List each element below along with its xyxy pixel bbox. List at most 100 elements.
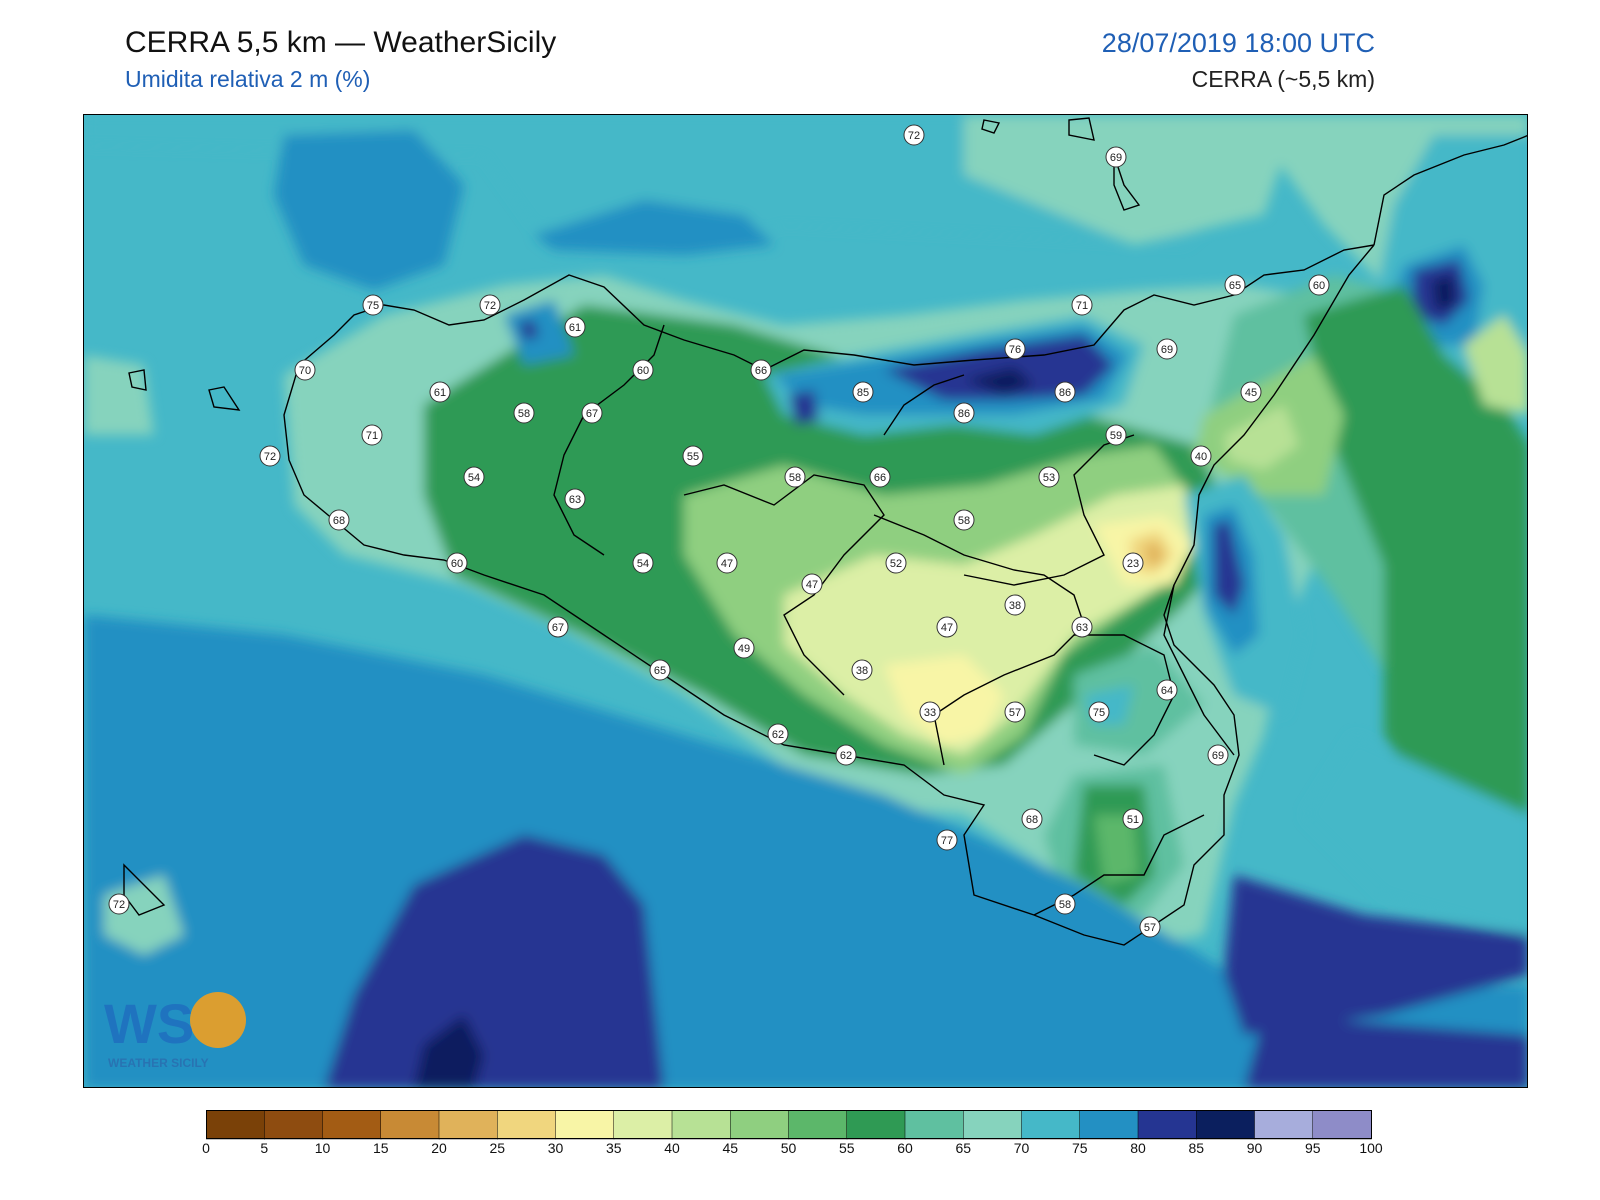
svg-text:55: 55 bbox=[687, 451, 699, 463]
station-label: 58 bbox=[513, 402, 535, 424]
colorbar-tick-label: 75 bbox=[1071, 1140, 1088, 1156]
svg-text:38: 38 bbox=[856, 665, 868, 677]
station-label: 55 bbox=[682, 445, 704, 467]
station-label: 33 bbox=[919, 701, 941, 723]
colorbar-cell bbox=[1079, 1110, 1139, 1140]
svg-text:66: 66 bbox=[755, 365, 767, 377]
station-label: 58 bbox=[784, 466, 806, 488]
station-label: 67 bbox=[581, 402, 603, 424]
colorbar-cell bbox=[1254, 1110, 1314, 1140]
svg-text:60: 60 bbox=[1313, 280, 1325, 292]
colorbar-cell bbox=[1021, 1110, 1081, 1140]
colorbar-cell bbox=[730, 1110, 790, 1140]
svg-text:67: 67 bbox=[586, 408, 598, 420]
svg-text:49: 49 bbox=[738, 643, 750, 655]
station-label: 66 bbox=[869, 466, 891, 488]
logo-caption: WEATHER SICILY bbox=[108, 1056, 209, 1070]
station-label: 45 bbox=[1240, 381, 1262, 403]
station-label: 57 bbox=[1139, 916, 1161, 938]
svg-text:58: 58 bbox=[789, 472, 801, 484]
station-label: 72 bbox=[903, 124, 925, 146]
colorbar-tick-label: 70 bbox=[1013, 1140, 1030, 1156]
map-title: CERRA 5,5 km — WeatherSicily bbox=[125, 26, 557, 59]
station-label: 61 bbox=[564, 316, 586, 338]
station-label: 70 bbox=[294, 359, 316, 381]
station-label: 52 bbox=[885, 552, 907, 574]
station-label: 72 bbox=[108, 893, 130, 915]
svg-text:54: 54 bbox=[468, 472, 480, 484]
station-label: 69 bbox=[1156, 338, 1178, 360]
station-label: 49 bbox=[733, 637, 755, 659]
svg-text:57: 57 bbox=[1144, 922, 1156, 934]
colorbar-tick-label: 30 bbox=[547, 1140, 564, 1156]
svg-text:63: 63 bbox=[1076, 622, 1088, 634]
colorbar-tick-label: 90 bbox=[1246, 1140, 1263, 1156]
svg-text:68: 68 bbox=[333, 515, 345, 527]
humidity-map: 72 69 75 72 61 65 60 71 70 61 60 66 85 76 69 86 86 58 67 71… bbox=[83, 114, 1528, 1088]
svg-text:57: 57 bbox=[1009, 707, 1021, 719]
svg-text:60: 60 bbox=[637, 365, 649, 377]
station-label: 72 bbox=[259, 445, 281, 467]
humidity-map-svg: 72 69 75 72 61 65 60 71 70 61 60 66 85 76 69 86 86 58 67 71… bbox=[84, 115, 1527, 1087]
station-label: 40 bbox=[1190, 445, 1212, 467]
colorbar-tick-label: 95 bbox=[1304, 1140, 1321, 1156]
svg-text:75: 75 bbox=[1093, 707, 1105, 719]
svg-text:71: 71 bbox=[366, 430, 378, 442]
colorbar-cell bbox=[380, 1110, 440, 1140]
colorbar bbox=[206, 1110, 1372, 1140]
svg-text:86: 86 bbox=[1059, 387, 1071, 399]
logo-letters: WS bbox=[104, 992, 194, 1055]
svg-text:69: 69 bbox=[1161, 344, 1173, 356]
svg-text:65: 65 bbox=[1229, 280, 1241, 292]
colorbar-cell bbox=[1137, 1110, 1197, 1140]
station-label: 86 bbox=[953, 402, 975, 424]
colorbar-tick-label: 25 bbox=[489, 1140, 506, 1156]
station-label: 68 bbox=[328, 509, 350, 531]
svg-text:67: 67 bbox=[552, 622, 564, 634]
station-label: 75 bbox=[1088, 701, 1110, 723]
station-label: 66 bbox=[750, 359, 772, 381]
colorbar-tick-label: 10 bbox=[314, 1140, 331, 1156]
station-label: 86 bbox=[1054, 381, 1076, 403]
svg-text:72: 72 bbox=[908, 130, 920, 142]
humidity-field bbox=[84, 115, 1527, 1087]
station-label: 85 bbox=[852, 381, 874, 403]
colorbar-cell bbox=[788, 1110, 848, 1140]
svg-text:70: 70 bbox=[299, 365, 311, 377]
colorbar-cell bbox=[846, 1110, 906, 1140]
station-label: 71 bbox=[361, 424, 383, 446]
svg-text:59: 59 bbox=[1110, 430, 1122, 442]
station-label: 58 bbox=[1054, 893, 1076, 915]
station-label: 60 bbox=[632, 359, 654, 381]
station-label: 47 bbox=[716, 552, 738, 574]
svg-text:66: 66 bbox=[874, 472, 886, 484]
svg-text:69: 69 bbox=[1110, 152, 1122, 164]
colorbar-cell bbox=[613, 1110, 673, 1140]
station-label: 47 bbox=[936, 616, 958, 638]
station-label: 38 bbox=[851, 659, 873, 681]
colorbar-cell bbox=[206, 1110, 265, 1140]
svg-text:53: 53 bbox=[1043, 472, 1055, 484]
svg-text:62: 62 bbox=[772, 729, 784, 741]
colorbar-tick-label: 50 bbox=[780, 1140, 797, 1156]
svg-text:69: 69 bbox=[1212, 750, 1224, 762]
station-labels: 72 69 75 72 61 65 60 71 70 61 60 66 85 76 69 86 86 58 67 71… bbox=[108, 124, 1330, 938]
colorbar-cells bbox=[206, 1110, 1372, 1140]
svg-text:86: 86 bbox=[958, 408, 970, 420]
station-label: 54 bbox=[632, 552, 654, 574]
colorbar-tick-label: 15 bbox=[372, 1140, 389, 1156]
station-label: 64 bbox=[1156, 679, 1178, 701]
station-label: 57 bbox=[1004, 701, 1026, 723]
colorbar-tick-label: 65 bbox=[955, 1140, 972, 1156]
svg-text:85: 85 bbox=[857, 387, 869, 399]
svg-text:61: 61 bbox=[434, 387, 446, 399]
station-label: 63 bbox=[564, 488, 586, 510]
station-label: 47 bbox=[801, 573, 823, 595]
svg-text:51: 51 bbox=[1127, 814, 1139, 826]
colorbar-cell bbox=[438, 1110, 498, 1140]
station-label: 51 bbox=[1122, 808, 1144, 830]
svg-text:47: 47 bbox=[806, 579, 818, 591]
colorbar-tick-label: 35 bbox=[605, 1140, 622, 1156]
valid-datetime: 28/07/2019 18:00 UTC bbox=[1101, 28, 1375, 58]
coastlines bbox=[123, 117, 1527, 946]
